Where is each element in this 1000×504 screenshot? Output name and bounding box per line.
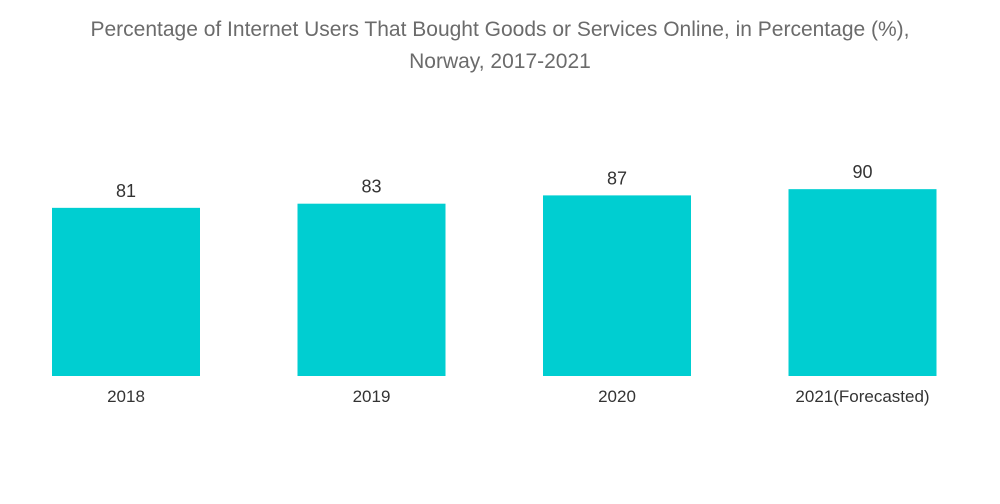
- bar-3: [788, 189, 937, 376]
- category-label-3: 2021(Forecasted): [795, 387, 929, 406]
- category-label-1: 2019: [353, 387, 391, 406]
- chart-title: Percentage of Internet Users That Bought…: [0, 14, 1000, 78]
- bar-2: [543, 195, 691, 376]
- value-label-0: 81: [116, 181, 136, 201]
- category-label-2: 2020: [598, 387, 636, 406]
- category-label-0: 2018: [107, 387, 145, 406]
- value-label-1: 83: [361, 177, 381, 197]
- chart-title-line-1: Percentage of Internet Users That Bought…: [90, 18, 910, 41]
- bars-group: [52, 189, 937, 376]
- value-label-3: 90: [852, 162, 872, 182]
- chart-title-line-2: Norway, 2017-2021: [409, 50, 591, 73]
- value-labels-group: 81 83 87 90: [116, 162, 873, 201]
- bar-1: [297, 203, 446, 376]
- value-label-2: 87: [607, 168, 627, 188]
- category-labels-group: 2018 2019 2020 2021(Forecasted): [107, 387, 930, 406]
- bar-0: [52, 207, 200, 376]
